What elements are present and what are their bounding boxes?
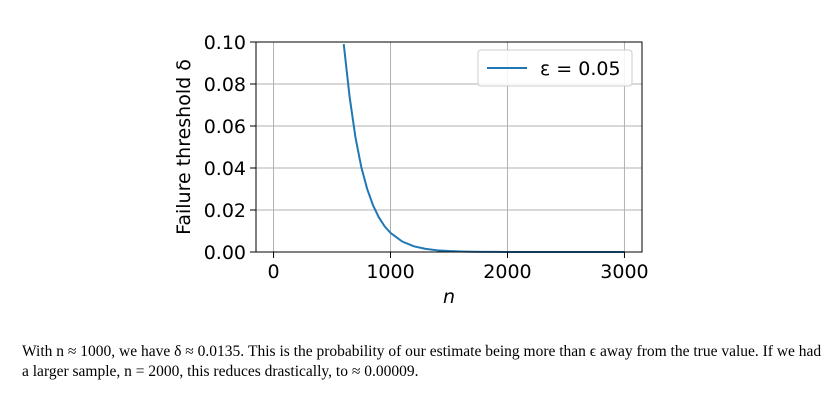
y-tick-label: 0.04 bbox=[204, 158, 246, 180]
y-tick-label: 0.06 bbox=[204, 116, 246, 138]
legend-box bbox=[477, 49, 633, 87]
x-axis-title: n bbox=[443, 286, 455, 308]
figure-caption: With n ≈ 1000, we have δ ≈ 0.0135. This … bbox=[22, 343, 822, 380]
x-tick-label: 1000 bbox=[366, 261, 414, 283]
axis-ticks: 0 1000 2000 3000 0.00 0.02 0.04 0.06 0.08 0.10 bbox=[204, 32, 649, 283]
x-tick-label: 3000 bbox=[600, 261, 648, 283]
legend-label: ε = 0.05 bbox=[540, 58, 621, 80]
y-tick-label: 0.08 bbox=[204, 74, 246, 96]
legend: ε = 0.05 bbox=[477, 49, 633, 87]
y-axis-title: Failure threshold δ bbox=[173, 59, 195, 235]
y-tick-label: 0.10 bbox=[204, 32, 246, 54]
y-tick-label: 0.02 bbox=[204, 200, 246, 222]
x-tick-label: 2000 bbox=[483, 261, 531, 283]
x-tick-label: 0 bbox=[267, 261, 279, 283]
plot-area-frame bbox=[255, 41, 643, 253]
y-tick-label: 0.00 bbox=[204, 242, 246, 264]
